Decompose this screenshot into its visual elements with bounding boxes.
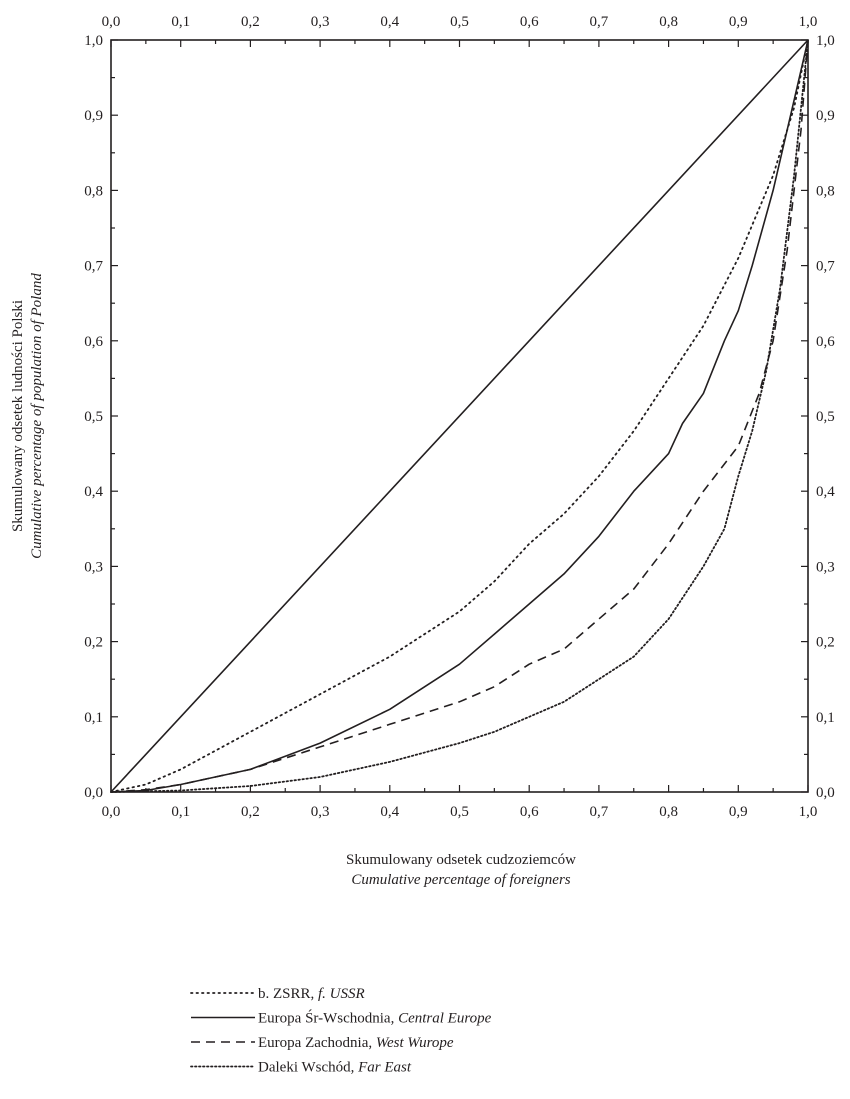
y-tick-label-right: 0,5	[816, 409, 835, 425]
ticks-group: 0,0 0,0 0,1 0,1 0,2 0,2 0,3 0,3 0,4 0,4 0,5 0,5 0,6 0…	[84, 14, 835, 820]
y-tick-label-left: 0,6	[84, 334, 103, 350]
legend-label-pl: Europa Zachodnia,	[258, 1035, 376, 1051]
x-axis-label: Skumulowany odsetek cudzoziemców	[346, 852, 576, 868]
x-tick-label-bottom: 0,6	[520, 804, 539, 820]
y-axis-label-group: Skumulowany odsetek ludności Polski Cumu…	[10, 273, 45, 559]
x-tick-label-bottom: 0,4	[380, 804, 399, 820]
x-tick-label-top: 0,9	[729, 14, 748, 30]
legend-label-west: Europa Zachodnia, West Wurope	[258, 1035, 454, 1051]
x-tick-label-top: 0,6	[520, 14, 539, 30]
series-line-west	[110, 39, 809, 793]
x-tick-label-bottom: 0,9	[729, 804, 748, 820]
y-tick-label-left: 0,3	[84, 559, 103, 575]
x-tick-label-top: 0,2	[241, 14, 260, 30]
y-tick-label-right: 0,7	[816, 259, 835, 275]
y-axis-label-en: Cumulative percentage of population of P…	[29, 273, 45, 559]
y-tick-label-right: 0,0	[816, 785, 835, 801]
y-tick-label-left: 0,9	[84, 108, 103, 124]
x-tick-label-bottom: 0,7	[590, 804, 609, 820]
y-tick-label-left: 0,2	[84, 635, 103, 651]
x-tick-label-bottom: 0,1	[171, 804, 190, 820]
legend-label-pl: b. ZSRR,	[258, 986, 318, 1002]
series-line-central	[110, 39, 809, 793]
y-tick-label-left: 0,5	[84, 409, 103, 425]
x-tick-label-top: 0,7	[590, 14, 609, 30]
x-tick-label-top: 1,0	[799, 14, 818, 30]
series-line-ussr	[110, 39, 809, 793]
x-tick-label-top: 0,3	[311, 14, 330, 30]
y-tick-label-right: 0,9	[816, 108, 835, 124]
x-tick-label-bottom: 0,0	[102, 804, 121, 820]
x-tick-label-top: 0,0	[102, 14, 121, 30]
y-tick-label-right: 0,1	[816, 710, 835, 726]
y-tick-label-right: 1,0	[816, 33, 835, 49]
x-tick-label-top: 0,5	[450, 14, 469, 30]
y-tick-label-left: 0,0	[84, 785, 103, 801]
y-tick-label-left: 1,0	[84, 33, 103, 49]
y-tick-label-right: 0,6	[816, 334, 835, 350]
legend-label-fareast: Daleki Wschód, Far East	[258, 1060, 412, 1076]
y-tick-label-left: 0,7	[84, 259, 103, 275]
y-tick-label-right: 0,2	[816, 635, 835, 651]
legend-label-pl: Europa Śr-Wschodnia,	[258, 1010, 398, 1027]
series-group	[110, 39, 809, 793]
x-axis-label-en: Cumulative percentage of foreigners	[351, 872, 570, 888]
x-tick-label-top: 0,8	[659, 14, 678, 30]
y-tick-label-right: 0,8	[816, 183, 835, 199]
legend-label-pl: Daleki Wschód,	[258, 1060, 358, 1076]
legend-label-en: West Wurope	[376, 1035, 454, 1051]
y-tick-label-right: 0,4	[816, 484, 835, 500]
series-line-fareast	[110, 39, 809, 793]
x-tick-label-bottom: 0,8	[659, 804, 678, 820]
x-tick-label-top: 0,1	[171, 14, 190, 30]
y-axis-label: Skumulowany odsetek ludności Polski	[10, 300, 26, 532]
legend-label-central: Europa Śr-Wschodnia, Central Europe	[258, 1010, 492, 1027]
series-line-equality	[110, 39, 809, 793]
x-tick-label-top: 0,4	[380, 14, 399, 30]
x-tick-label-bottom: 1,0	[799, 804, 818, 820]
legend: b. ZSRR, f. USSR Europa Śr-Wschodnia, Cen…	[190, 986, 492, 1076]
x-tick-label-bottom: 0,5	[450, 804, 469, 820]
y-tick-label-left: 0,4	[84, 484, 103, 500]
legend-label-en: Far East	[357, 1060, 412, 1076]
legend-label-ussr: b. ZSRR, f. USSR	[258, 986, 365, 1002]
y-tick-label-left: 0,1	[84, 710, 103, 726]
x-tick-label-bottom: 0,3	[311, 804, 330, 820]
y-tick-label-right: 0,3	[816, 559, 835, 575]
x-tick-label-bottom: 0,2	[241, 804, 260, 820]
legend-label-en: Central Europe	[398, 1011, 492, 1027]
y-tick-label-left: 0,8	[84, 183, 103, 199]
legend-label-en: f. USSR	[318, 986, 365, 1002]
